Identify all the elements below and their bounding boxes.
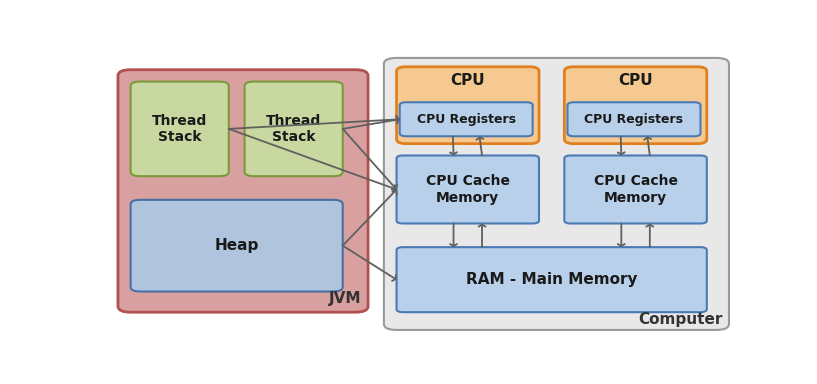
Text: CPU: CPU bbox=[450, 73, 485, 88]
FancyBboxPatch shape bbox=[565, 67, 707, 144]
Text: Heap: Heap bbox=[215, 238, 259, 253]
FancyBboxPatch shape bbox=[244, 81, 343, 176]
Text: CPU: CPU bbox=[618, 73, 653, 88]
FancyBboxPatch shape bbox=[118, 70, 368, 312]
FancyBboxPatch shape bbox=[396, 67, 539, 144]
FancyBboxPatch shape bbox=[384, 58, 729, 330]
Text: JVM: JVM bbox=[329, 291, 362, 306]
Text: Computer: Computer bbox=[638, 312, 722, 327]
Text: RAM - Main Memory: RAM - Main Memory bbox=[466, 272, 637, 287]
Text: CPU Cache
Memory: CPU Cache Memory bbox=[426, 174, 510, 205]
FancyBboxPatch shape bbox=[400, 102, 533, 136]
Text: CPU Cache
Memory: CPU Cache Memory bbox=[594, 174, 677, 205]
FancyBboxPatch shape bbox=[396, 156, 539, 223]
FancyBboxPatch shape bbox=[131, 81, 229, 176]
FancyBboxPatch shape bbox=[396, 247, 707, 312]
Text: CPU Registers: CPU Registers bbox=[584, 113, 684, 126]
Text: Thread
Stack: Thread Stack bbox=[152, 114, 208, 144]
Text: Thread
Stack: Thread Stack bbox=[266, 114, 321, 144]
FancyBboxPatch shape bbox=[565, 156, 707, 223]
FancyBboxPatch shape bbox=[568, 102, 700, 136]
Text: CPU Registers: CPU Registers bbox=[417, 113, 516, 126]
FancyBboxPatch shape bbox=[131, 200, 343, 291]
